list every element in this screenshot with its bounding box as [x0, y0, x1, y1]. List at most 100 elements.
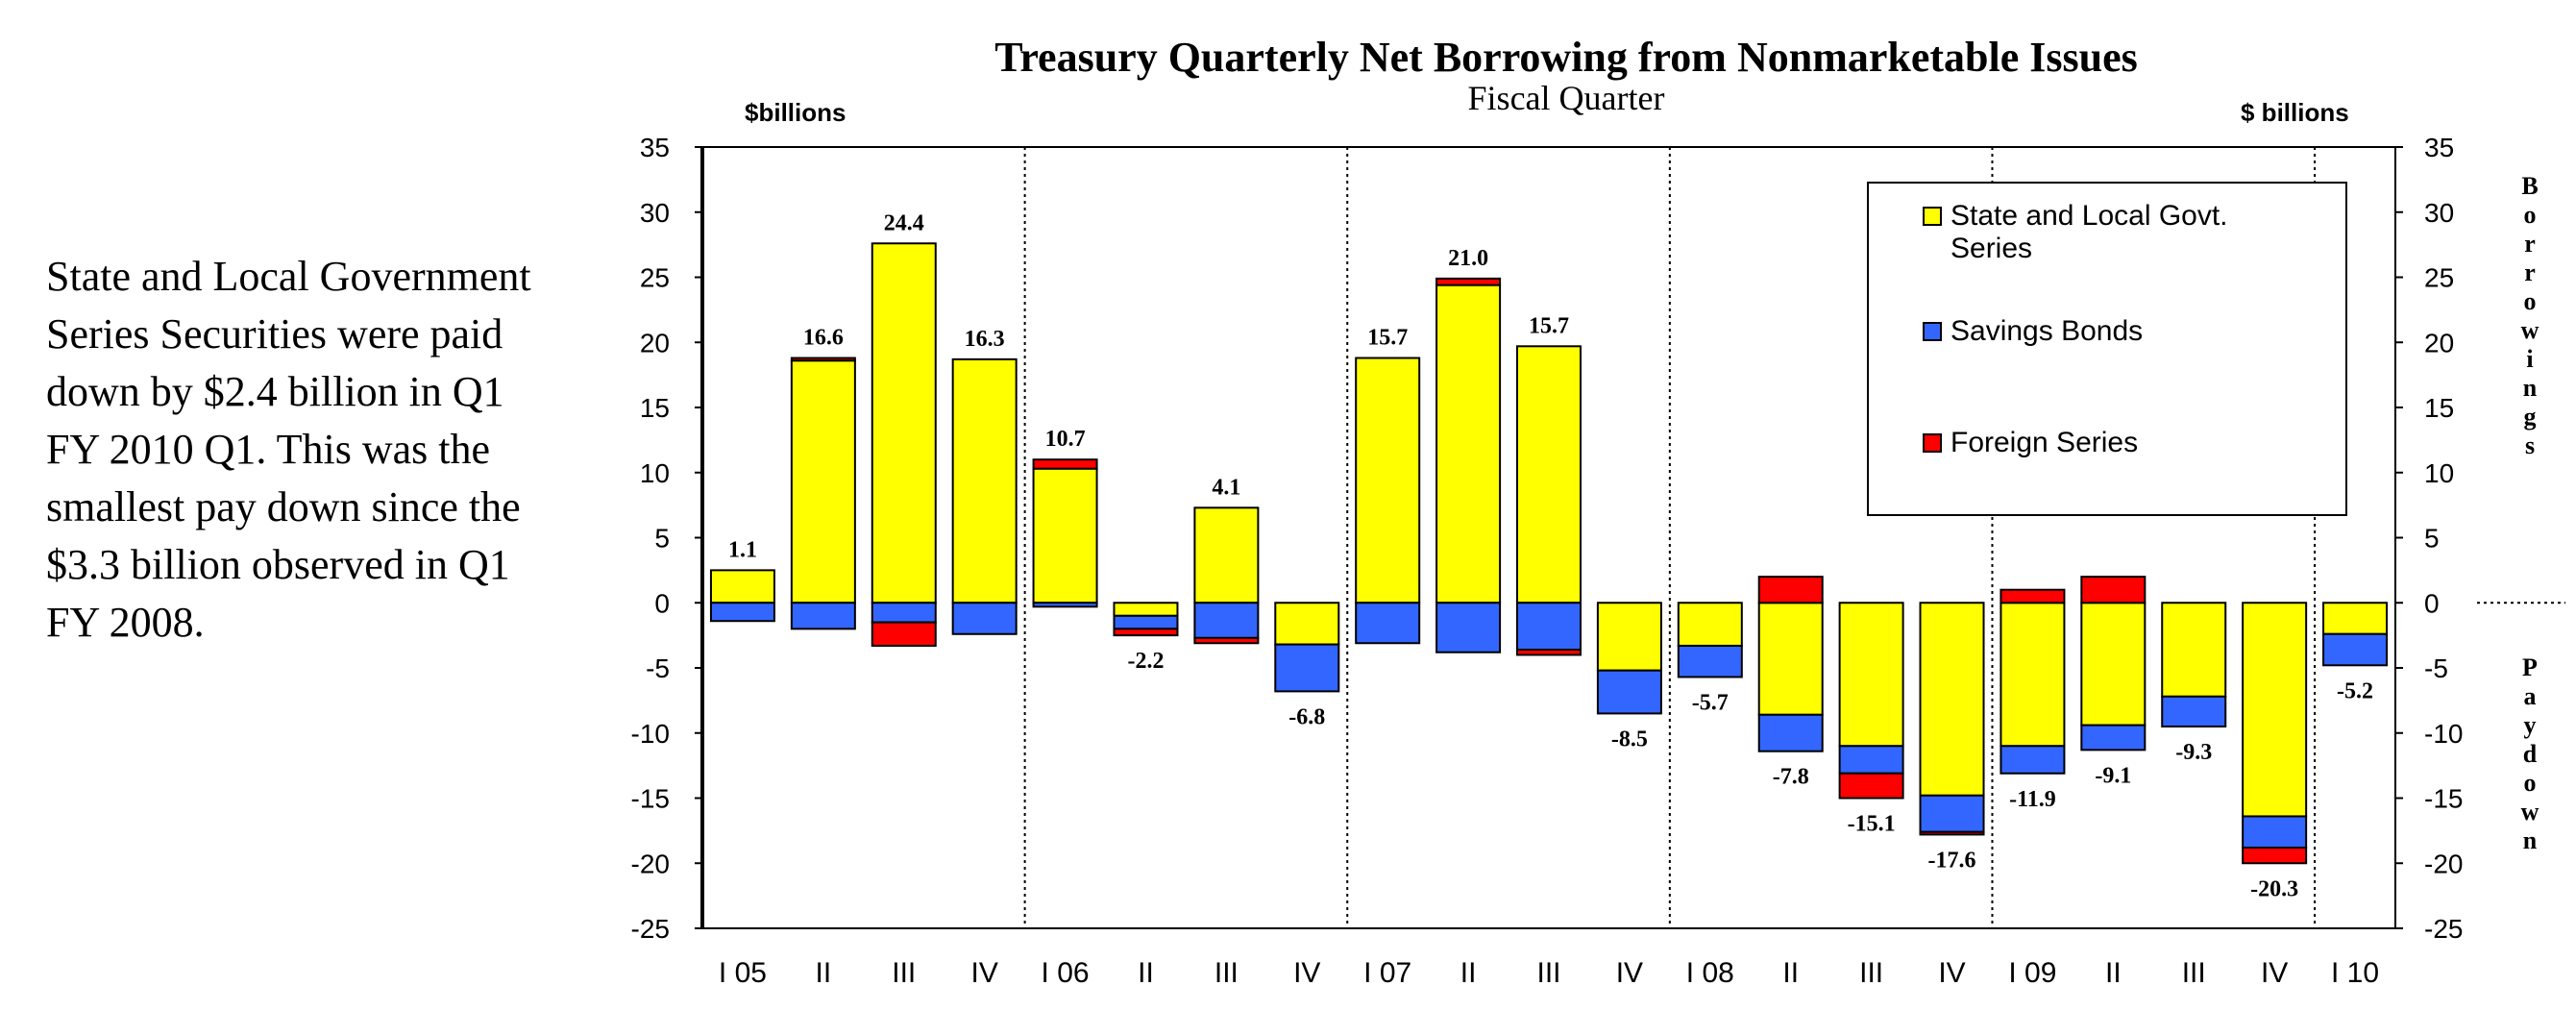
category-label: IV — [970, 957, 997, 989]
foreign-series-bar — [1032, 458, 1098, 470]
foreign-series-bar — [1919, 830, 1985, 836]
category-label: IV — [1938, 957, 1965, 989]
left-tick-label: 15 — [640, 393, 670, 423]
savings-bonds-bar — [790, 602, 856, 630]
state-and-local-govt-series-bar — [871, 242, 937, 604]
vertical-letter: o — [2524, 201, 2537, 229]
plot-area: 35 35 30 30 25 25 20 20 15 15 10 10 5 5 0 0 -5 -5 -10 -10 -1… — [631, 133, 2565, 989]
right-tick-label: 30 — [2424, 198, 2454, 228]
right-tick-label: 25 — [2424, 263, 2454, 293]
data-label: -2.2 — [1127, 649, 1164, 674]
data-label: 1.1 — [728, 537, 757, 562]
data-label: -15.1 — [1848, 812, 1896, 837]
right-tick-label: -20 — [2424, 849, 2463, 878]
left-tick-label: 30 — [640, 198, 670, 228]
data-label: -17.6 — [1928, 848, 1976, 873]
state-and-local-govt-series-bar — [2322, 602, 2389, 635]
category-label: III — [2182, 957, 2206, 989]
left-tick-label: 0 — [654, 588, 670, 618]
foreign-series-bar — [1435, 277, 1502, 286]
savings-bonds-bar — [1274, 643, 1340, 693]
foreign-series-bar — [2242, 846, 2308, 865]
legend: State and Local Govt. Series Savings Bonds… — [1867, 182, 2347, 516]
category-label: I 08 — [1686, 957, 1734, 989]
savings-bonds-bar — [2080, 724, 2147, 752]
vertical-letter: s — [2525, 431, 2535, 459]
right-tick-label: 15 — [2424, 393, 2454, 423]
category-label: I 09 — [2008, 957, 2056, 989]
data-label: -5.7 — [1692, 690, 1729, 715]
right-tick-label: -15 — [2424, 784, 2463, 814]
data-label: -8.5 — [1611, 727, 1648, 752]
savings-bonds-bar — [1999, 745, 2066, 775]
state-and-local-govt-series-bar — [1596, 602, 1662, 672]
category-label: II — [2105, 957, 2122, 989]
data-label: 15.7 — [1367, 326, 1408, 351]
data-label: 15.7 — [1529, 313, 1569, 338]
left-tick-label: 20 — [640, 328, 670, 357]
category-label: IV — [1616, 957, 1643, 989]
data-label: -9.3 — [2175, 740, 2212, 765]
legend-swatch — [1923, 207, 1942, 226]
savings-bonds-bar — [951, 602, 1018, 635]
category-label: III — [892, 957, 916, 989]
savings-bonds-bar — [2322, 632, 2389, 667]
category-label: IV — [2261, 957, 2288, 989]
vertical-letter: a — [2524, 682, 2537, 710]
foreign-series-bar — [1516, 649, 1582, 656]
side-note-text: State and Local Government Series Securi… — [46, 253, 531, 646]
data-label: 16.3 — [965, 327, 1005, 352]
state-and-local-govt-series-bar — [2080, 602, 2147, 727]
legend-label: Foreign Series — [1950, 427, 2138, 458]
foreign-series-bar — [1999, 588, 2066, 604]
savings-bonds-bar — [1355, 602, 1421, 645]
state-and-local-govt-series-bar — [1919, 602, 1985, 797]
data-label: -9.1 — [2095, 763, 2131, 788]
data-label: -5.2 — [2337, 678, 2373, 703]
state-and-local-govt-series-bar — [1677, 602, 1743, 647]
category-label: II — [1138, 957, 1154, 989]
state-and-local-govt-series-bar — [1757, 602, 1824, 716]
legend-swatch — [1923, 322, 1942, 341]
legend-label: State and Local Govt. Series — [1950, 200, 2228, 264]
data-label: 10.7 — [1045, 427, 1086, 452]
category-label: III — [1214, 957, 1239, 989]
left-tick-label: -15 — [631, 784, 670, 814]
vertical-letter: g — [2524, 403, 2537, 431]
savings-bonds-bar — [1193, 602, 1260, 639]
category-label: IV — [1293, 957, 1320, 989]
state-and-local-govt-series-bar — [1516, 345, 1582, 604]
state-and-local-govt-series-bar — [1435, 283, 1502, 604]
savings-bonds-bar — [871, 602, 937, 624]
state-and-local-govt-series-bar — [1032, 467, 1098, 604]
savings-bonds-bar — [1113, 614, 1179, 630]
left-tick-label: 35 — [640, 133, 670, 162]
legend-swatch — [1923, 433, 1942, 453]
savings-bonds-bar — [2242, 815, 2308, 849]
state-and-local-govt-series-bar — [1838, 602, 1904, 748]
vertical-letter: n — [2523, 826, 2538, 854]
left-axis-unit: $billions — [745, 98, 846, 127]
foreign-series-bar — [2080, 576, 2147, 604]
data-label: 4.1 — [1212, 475, 1240, 500]
left-tick-label: -5 — [646, 653, 670, 683]
category-label: I 06 — [1042, 957, 1090, 989]
data-label: 21.0 — [1448, 246, 1488, 271]
right-tick-label: -25 — [2424, 914, 2463, 944]
foreign-series-bar — [790, 357, 856, 362]
vertical-letter: r — [2524, 230, 2536, 258]
chart-title: Treasury Quarterly Net Borrowing from No… — [994, 34, 2138, 81]
savings-bonds-bar — [1032, 602, 1098, 608]
foreign-series-bar — [1757, 576, 1824, 604]
right-tick-label: -5 — [2424, 653, 2448, 683]
data-label: -11.9 — [2009, 787, 2056, 812]
chart-subtitle: Fiscal Quarter — [1468, 79, 1665, 117]
vertical-letter: P — [2522, 653, 2538, 681]
savings-bonds-bar — [1596, 669, 1662, 715]
state-and-local-govt-series-bar — [2161, 602, 2227, 698]
right-tick-label: 35 — [2424, 133, 2454, 162]
savings-bonds-bar — [1838, 745, 1904, 775]
savings-bonds-bar — [2161, 695, 2227, 727]
foreign-series-bar — [1113, 628, 1179, 637]
